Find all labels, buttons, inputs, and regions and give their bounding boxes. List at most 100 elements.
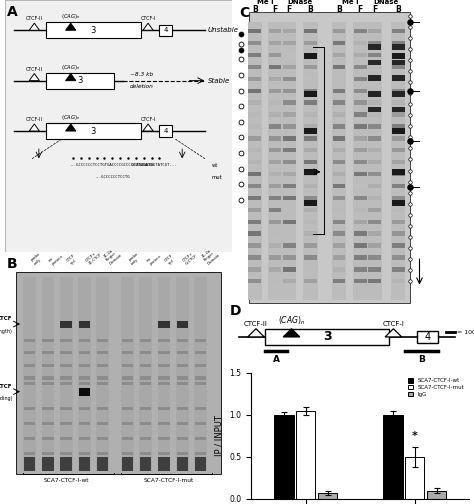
Bar [283, 279, 296, 283]
Bar [268, 112, 282, 117]
Bar [195, 407, 206, 410]
Bar [417, 331, 438, 343]
Bar [79, 382, 90, 385]
Bar [283, 112, 296, 117]
Bar [368, 91, 381, 97]
Polygon shape [65, 124, 76, 131]
Bar [97, 452, 108, 455]
Bar [61, 339, 72, 342]
Bar [304, 100, 317, 105]
Text: 3: 3 [77, 76, 82, 85]
Text: = 100 bp: = 100 bp [457, 330, 474, 335]
Bar [79, 458, 90, 471]
Text: Me I: Me I [257, 0, 274, 5]
Bar [392, 77, 404, 81]
Bar [332, 100, 345, 105]
Bar [248, 255, 261, 260]
Bar [158, 407, 170, 410]
Polygon shape [65, 23, 76, 30]
Bar [332, 77, 345, 81]
Bar [140, 437, 152, 440]
Bar [158, 437, 170, 440]
Bar [304, 77, 317, 81]
Bar [268, 22, 282, 300]
Bar [332, 243, 345, 247]
Bar [268, 148, 282, 153]
Bar [158, 351, 170, 354]
Bar [354, 53, 367, 57]
Text: 4: 4 [164, 27, 168, 33]
Bar [248, 124, 261, 129]
Bar [248, 196, 261, 200]
Bar [97, 351, 108, 354]
Text: (DNA binding): (DNA binding) [0, 396, 13, 401]
Bar [283, 65, 296, 69]
Text: Me I: Me I [342, 0, 359, 5]
Bar [46, 123, 141, 139]
Bar [332, 231, 345, 236]
Bar [248, 267, 261, 272]
Bar [332, 196, 345, 200]
Text: $(CAG)_n$: $(CAG)_n$ [61, 62, 81, 72]
Bar [140, 382, 152, 385]
Bar [248, 65, 261, 69]
Text: 3: 3 [91, 26, 96, 35]
Text: ...GCCCCCCTCCTG: ...GCCCCCCTCCTG [94, 175, 129, 179]
Text: CTCF+
11-CTCF: CTCF+ 11-CTCF [84, 249, 102, 266]
Bar [368, 220, 381, 224]
Bar [61, 351, 72, 354]
Polygon shape [283, 329, 300, 337]
Bar [158, 339, 170, 342]
Bar [296, 411, 315, 499]
Bar [42, 452, 54, 455]
Text: B: B [419, 355, 425, 364]
Bar [61, 321, 72, 328]
Bar [332, 22, 346, 300]
Bar [392, 231, 404, 236]
Bar [24, 351, 36, 354]
Bar [122, 376, 133, 380]
Bar [304, 208, 317, 212]
Bar [392, 59, 404, 66]
Bar [354, 184, 367, 188]
Bar [392, 75, 404, 81]
Bar [176, 452, 188, 455]
Bar [283, 160, 296, 164]
Bar [354, 77, 367, 81]
Bar [304, 184, 317, 188]
Bar [268, 279, 282, 283]
Bar [79, 351, 90, 354]
Text: DNase: DNase [374, 0, 399, 5]
Bar [46, 73, 114, 89]
Bar [304, 160, 317, 164]
Bar [268, 100, 282, 105]
Text: $(CAG)_n$: $(CAG)_n$ [61, 113, 81, 122]
Bar [248, 208, 261, 212]
Text: (full-length): (full-length) [0, 329, 13, 334]
Bar [368, 44, 381, 50]
Bar [392, 65, 404, 69]
Text: F: F [357, 5, 363, 14]
Bar [304, 65, 317, 69]
Bar [392, 160, 404, 164]
Bar [368, 172, 381, 176]
Bar [79, 422, 90, 425]
Bar [61, 376, 72, 380]
Polygon shape [65, 74, 76, 81]
Bar [368, 75, 381, 81]
Bar [283, 231, 296, 236]
Bar [24, 364, 36, 367]
Bar [282, 22, 296, 300]
Bar [268, 77, 282, 81]
Bar [392, 200, 404, 206]
Bar [304, 53, 317, 57]
Bar [332, 160, 345, 164]
Bar [268, 65, 282, 69]
Bar [392, 243, 404, 247]
Bar [122, 351, 133, 354]
Bar [283, 77, 296, 81]
Bar [332, 148, 345, 153]
Bar [304, 91, 317, 97]
Bar [24, 339, 36, 342]
Bar [268, 124, 282, 129]
